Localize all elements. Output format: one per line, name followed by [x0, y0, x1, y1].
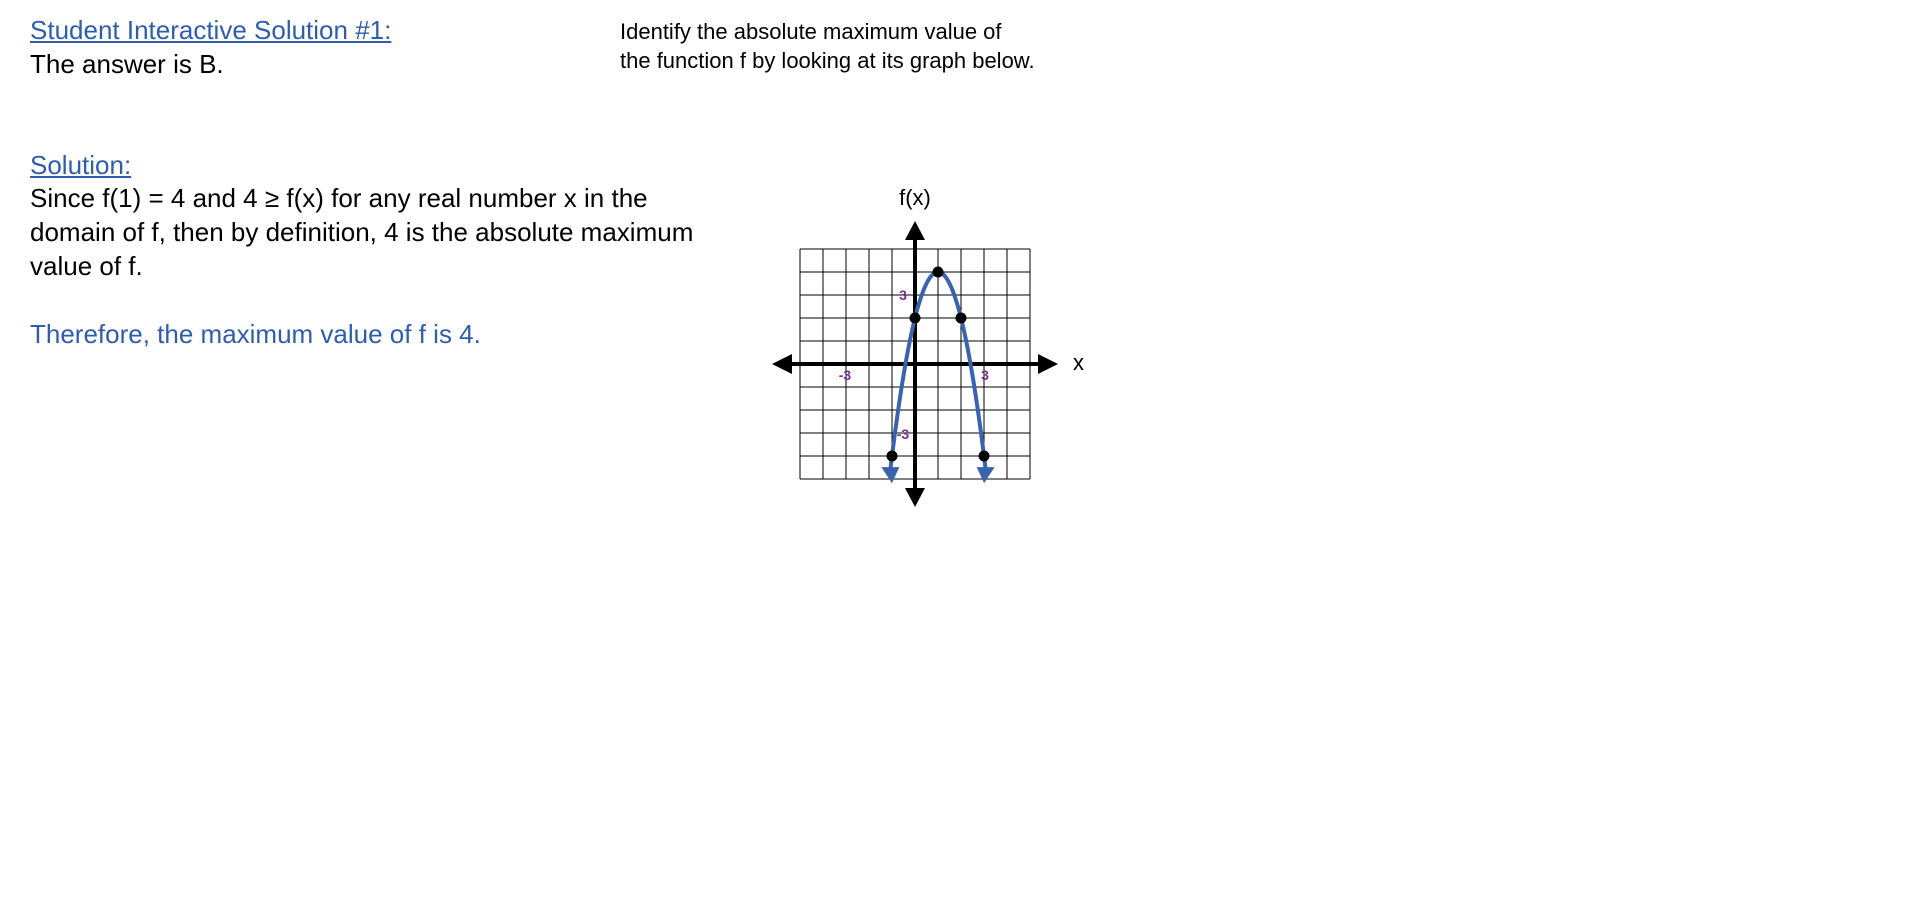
x-axis-left-arrow [772, 354, 792, 374]
curve-point [909, 312, 921, 324]
solution-line-1: Since f(1) = 4 and 4 ≥ f(x) for any real… [30, 183, 648, 213]
y-axis-up-arrow [905, 221, 925, 240]
graph-axes [772, 221, 1058, 507]
question-line-1: Identify the absolute maximum value of [620, 19, 1002, 44]
solution-heading[interactable]: Solution: [30, 150, 132, 180]
tick-label-x-3: 3 [981, 367, 989, 383]
answer-heading[interactable]: Student Interactive Solution #1: [30, 15, 392, 45]
x-axis-right-arrow [1038, 354, 1058, 374]
solution-conclusion: Therefore, the maximum value of f is 4. [30, 319, 481, 349]
x-axis-label: x [1073, 350, 1084, 375]
solution-line-2: domain of f, then by definition, 4 is th… [30, 217, 694, 247]
curve-arrow-down [881, 467, 900, 484]
curve-points [886, 266, 990, 462]
curve-point [932, 266, 944, 278]
tick-label-y-3: 3 [899, 287, 907, 303]
tick-label-x-neg3: -3 [839, 367, 852, 383]
tick-label-y-neg3: -3 [897, 426, 910, 442]
curve-point [955, 312, 967, 324]
question-line-2: the function f by looking at its graph b… [620, 48, 1035, 73]
curve-arrows [881, 467, 995, 484]
y-axis-label: f(x) [899, 185, 931, 210]
solution-line-3: value of f. [30, 251, 143, 281]
curve-arrow-down [976, 467, 995, 484]
curve-point [886, 450, 898, 462]
answer-text: The answer is B. [30, 49, 224, 79]
y-axis-down-arrow [905, 488, 925, 507]
curve-point [978, 450, 990, 462]
